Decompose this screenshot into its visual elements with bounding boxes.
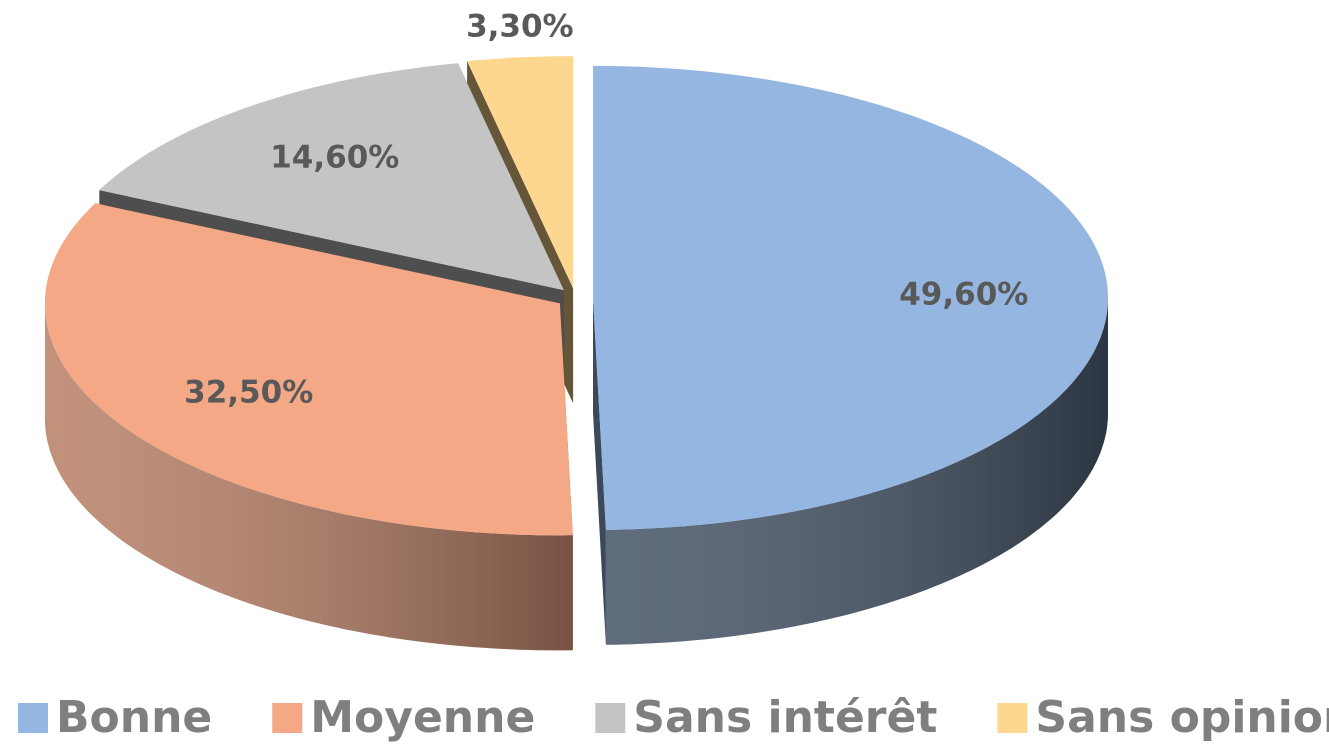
slice: [593, 65, 1108, 530]
slice: [467, 56, 574, 289]
slice: [99, 63, 564, 291]
data-label: 32,50%: [184, 375, 313, 411]
legend-swatch: [997, 703, 1028, 733]
data-label: 14,60%: [270, 139, 399, 175]
slice-side-shade: [605, 297, 1108, 645]
legend-swatch: [595, 703, 626, 733]
data-label: 3,30%: [466, 9, 574, 45]
legend-label: Bonne: [56, 692, 212, 743]
slice-cut-face: [593, 297, 606, 645]
slice: [44, 203, 573, 536]
legend-label: Sans intérêt: [633, 692, 937, 743]
legend-swatch: [18, 703, 48, 733]
data-label: 49,60%: [899, 276, 1028, 312]
slice-side-shade: [44, 303, 573, 651]
legend-swatch: [272, 703, 303, 733]
legend-label: Moyenne: [310, 692, 535, 743]
legend-label: Sans opinion: [1035, 692, 1329, 743]
